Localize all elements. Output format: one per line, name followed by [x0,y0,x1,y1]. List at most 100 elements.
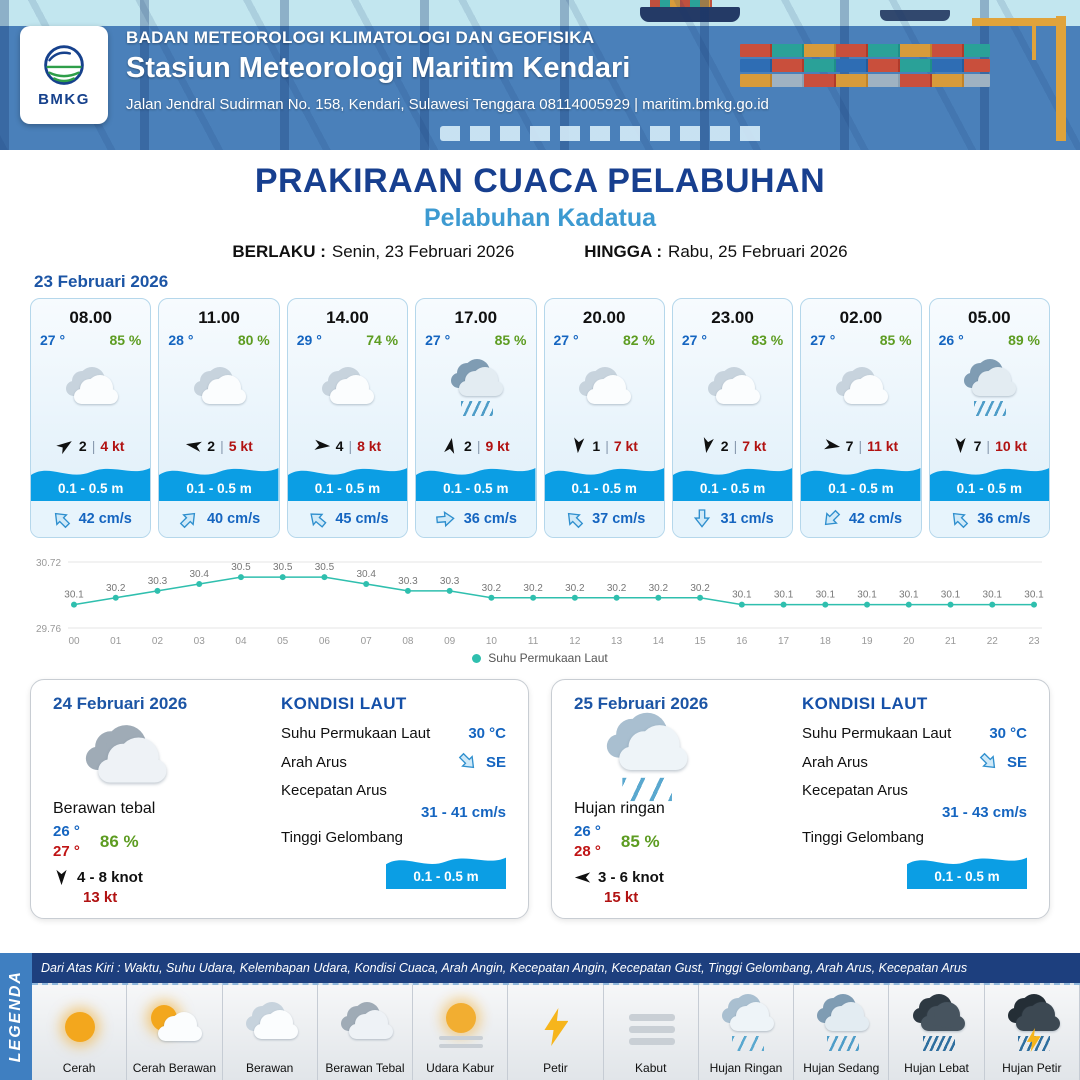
daily-wind-speed: 4 - 8 knot [77,869,143,886]
temp-humidity-row: 26 ° 89 % [930,328,1049,348]
svg-text:00: 00 [68,636,80,647]
wave-shape [801,468,921,501]
daily-left-column: 24 Februari 2026 Berawan tebal 26 ° 27 °… [53,694,265,906]
cargo-ship-illustration [880,10,950,21]
wave-height-label: Tinggi Gelombang [802,829,925,846]
svg-text:17: 17 [778,636,790,647]
header-illustration-sky [0,0,1080,26]
legend-label: Petir [543,1061,568,1075]
svg-text:22: 22 [987,636,999,647]
wind-row: 1 | 7 kt [570,437,638,454]
svg-text:30.1: 30.1 [64,590,84,601]
svg-text:30.2: 30.2 [482,583,502,594]
svg-text:01: 01 [110,636,122,647]
current-row: 42 cm/s [801,501,921,537]
separator: | [91,437,96,454]
svg-text:12: 12 [569,636,581,647]
wind-speed: 1 [592,437,601,454]
air-temperature: 28 ° [168,332,194,348]
current-direction-value: SE [978,752,1027,771]
sst-chart-section: 30.72 29.76 30.1 00 30.2 01 30.3 02 30.4 03 30.5 04… [30,546,1050,665]
weather-icon-box [801,348,920,437]
legend-weather-icon [715,994,777,1060]
svg-text:09: 09 [444,636,456,647]
wind-speed: 2 [464,437,472,454]
valid-until-label: HINGGA : [584,242,663,261]
legend-label: Berawan [245,1061,294,1075]
station-address: Jalan Jendral Sudirman No. 158, Kendari,… [126,96,769,113]
svg-text:19: 19 [861,636,873,647]
weather-icon [829,365,893,421]
temp-min: 26 ° [53,822,80,840]
forecast-card: 08.00 27 ° 85 % 2 | 4 kt 0.1 - 0.5 m 42 … [30,298,152,538]
wave-height-band: 0.1 - 0.5 m [672,461,793,501]
daily-wind-row: 4 - 8 knot [53,869,265,886]
svg-text:30.2: 30.2 [106,583,126,594]
humidity: 83 % [751,332,784,348]
svg-text:30.5: 30.5 [273,562,293,573]
air-temperature: 27 ° [553,332,579,348]
current-row: 37 cm/s [544,501,664,537]
svg-text:21: 21 [945,636,957,647]
daily-wind-row: 3 - 6 knot [574,869,786,886]
current-speed-label: Kecepatan Arus [802,782,908,799]
temp-humidity-row: 27 ° 85 % [31,328,150,348]
legend-note: Dari Atas Kiri : Waktu, Suhu Udara, Kele… [32,953,1080,983]
svg-text:11: 11 [528,636,539,647]
legend-title-strip: LEGENDA [0,953,32,1080]
svg-text:30.1: 30.1 [1024,590,1044,601]
forecast-card: 11.00 28 ° 80 % 2 | 5 kt 0.1 - 0.5 m 40 … [158,298,280,538]
legend-weather-icon [143,1000,205,1060]
current-speed-label: Kecepatan Arus [281,782,387,799]
svg-text:30.4: 30.4 [189,569,209,580]
current-speed: 36 cm/s [977,511,1031,527]
current-speed: 40 cm/s [206,511,261,527]
wave-shape [287,468,408,501]
daily-weather-icon [596,712,695,809]
legend-weather-icon [429,1000,491,1060]
daily-humidity: 85 % [620,831,660,851]
daily-gust-speed: 13 kt [83,889,118,906]
current-direction-value: SE [457,752,506,771]
legend-item: Hujan Ringan [699,985,795,1080]
svg-text:30.4: 30.4 [356,569,376,580]
legend-item: Kabut [604,985,699,1080]
cargo-ship-illustration [640,0,740,22]
svg-text:03: 03 [194,636,206,647]
svg-text:30.2: 30.2 [690,583,710,594]
current-direction-icon [979,752,996,769]
wave-shape [159,468,279,501]
separator: | [858,437,863,454]
svg-text:18: 18 [820,636,832,647]
wind-row: 4 | 8 kt [314,437,382,454]
weather-icon [701,365,765,421]
header: BMKG BADAN METEOROLOGI KLIMATOLOGI DAN G… [0,0,1080,150]
wind-direction-icon [186,441,203,452]
temp-humidity-row: 28 ° 80 % [159,328,278,348]
weather-icon [59,365,123,421]
sst-label: Suhu Permukaan Laut [802,725,952,742]
weather-icon-box [159,348,278,437]
current-speed: 37 cm/s [592,511,646,527]
separator: | [220,437,224,454]
svg-text:30.1: 30.1 [732,590,752,601]
wind-direction-icon [823,439,840,450]
daily-forecast-card: 24 Februari 2026 Berawan tebal 26 ° 27 °… [30,679,529,919]
svg-text:23: 23 [1028,636,1040,647]
container-row [740,74,990,87]
legend-item: Cerah Berawan [127,985,223,1080]
legend-item: Petir [508,985,604,1080]
humidity: 80 % [237,332,270,348]
bmkg-logo: BMKG [20,26,108,124]
svg-text:13: 13 [611,636,623,647]
legend-weather-icon [48,1000,110,1060]
current-speed: 36 cm/s [463,511,517,527]
wind-direction-icon [955,437,966,454]
gust-speed: 8 kt [357,437,382,454]
svg-text:30.2: 30.2 [523,583,543,594]
wave-height-band: 0.1 - 0.5 m [801,461,921,501]
humidity: 85 % [494,332,527,348]
wind-row: 2 | 9 kt [442,437,510,454]
weather-icon-box [930,348,1049,437]
legend-weather-icon [334,1000,396,1060]
